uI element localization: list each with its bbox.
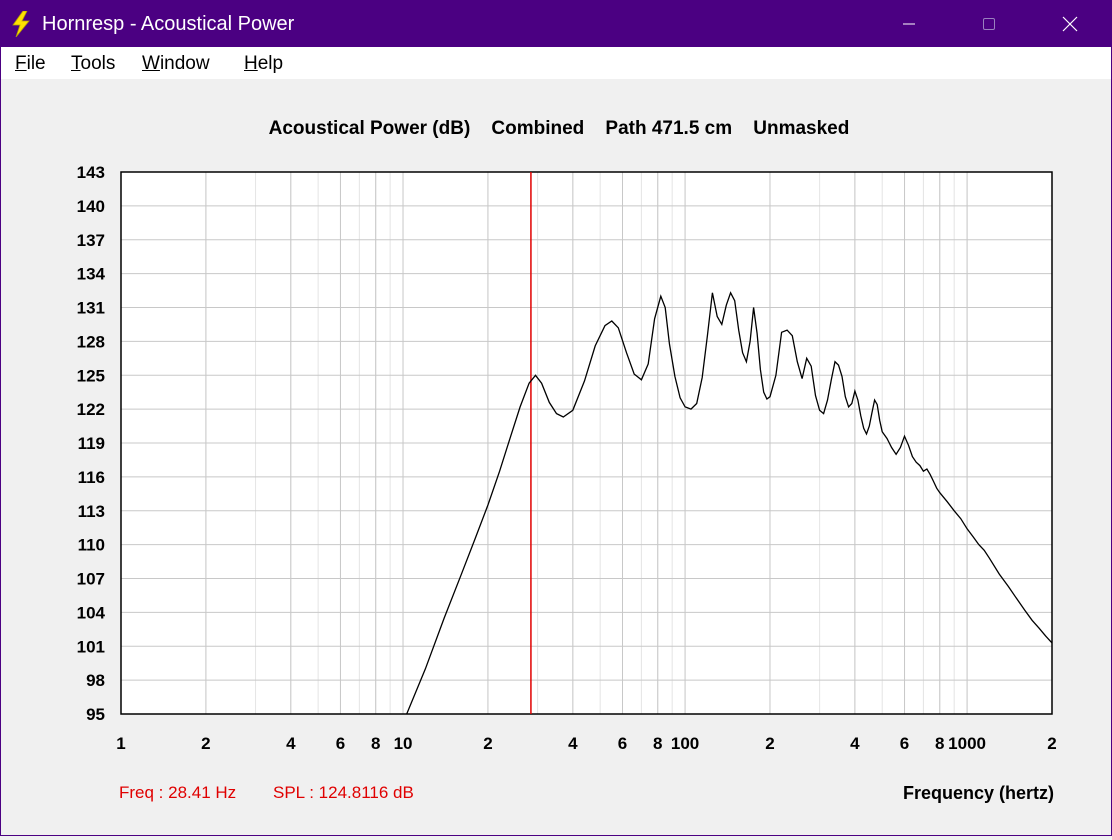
y-tick-label: 128	[77, 332, 105, 351]
maximize-button[interactable]	[966, 1, 1012, 47]
x-tick-label: 10	[394, 734, 413, 753]
menu-file[interactable]: File	[15, 53, 46, 75]
x-tick-label: 1	[116, 734, 125, 753]
y-tick-label: 143	[77, 163, 105, 182]
x-tick-label: 6	[618, 734, 627, 753]
x-tick-label: 4	[286, 734, 296, 753]
chart-area[interactable]: Acoustical Power (dB) Combined Path 471.…	[1, 79, 1111, 835]
close-button[interactable]	[1047, 1, 1093, 47]
menu-help[interactable]: Help	[244, 53, 283, 75]
menu-window[interactable]: Window	[142, 53, 210, 75]
menu-window-mnemonic: W	[142, 53, 160, 74]
x-tick-label: 1000	[948, 734, 986, 753]
menu-help-label: elp	[257, 53, 284, 74]
x-tick-label: 8	[935, 734, 944, 753]
x-tick-label: 8	[371, 734, 380, 753]
y-axis-labels: 95 98 101 104 107 110 113 116 119 122 125 128 131 134…	[77, 163, 106, 724]
y-tick-label: 101	[77, 637, 105, 656]
minimize-icon	[903, 23, 915, 25]
menu-window-label: indow	[159, 53, 210, 74]
y-tick-label: 95	[86, 705, 105, 724]
menu-file-label: ile	[26, 53, 46, 74]
x-tick-label: 2	[765, 734, 774, 753]
x-tick-label: 8	[653, 734, 662, 753]
y-tick-label: 119	[78, 434, 105, 453]
x-axis-labels: 1 2 4 6 8 10 2 4 6 8 100 2 4 6 8 1000 2	[116, 734, 1056, 753]
x-tick-label: 6	[336, 734, 345, 753]
y-tick-label: 131	[77, 299, 105, 318]
menu-tools-mnemonic: T	[71, 53, 81, 74]
x-axis-title: Frequency (hertz)	[903, 783, 1054, 803]
y-tick-label: 107	[77, 570, 105, 589]
x-tick-label: 100	[671, 734, 699, 753]
lightning-bolt-icon	[12, 11, 30, 37]
x-tick-label: 2	[483, 734, 492, 753]
y-tick-label: 104	[77, 603, 106, 622]
menu-tools[interactable]: Tools	[71, 53, 115, 75]
close-icon	[1062, 16, 1078, 32]
x-tick-label: 4	[568, 734, 578, 753]
y-tick-label: 137	[77, 231, 105, 250]
chart-title: Acoustical Power (dB) Combined Path 471.…	[269, 118, 850, 139]
x-tick-label: 6	[900, 734, 909, 753]
y-tick-label: 116	[78, 468, 105, 487]
x-tick-label: 4	[850, 734, 860, 753]
x-tick-label: 2	[1047, 734, 1056, 753]
menu-tools-label: ools	[80, 53, 116, 74]
major-gridlines	[121, 172, 1052, 714]
series-line	[406, 291, 1053, 715]
menu-file-mnemonic: F	[15, 53, 27, 74]
acoustical-power-chart[interactable]: Acoustical Power (dB) Combined Path 471.…	[1, 79, 1111, 835]
y-tick-label: 140	[77, 197, 105, 216]
freq-readout: Freq : 28.41 Hz	[119, 783, 236, 802]
plot-frame	[120, 171, 1053, 715]
spl-readout: SPL : 124.8116 dB	[273, 783, 414, 802]
menu-help-mnemonic: H	[244, 53, 258, 74]
title-bar[interactable]: Hornresp - Acoustical Power	[1, 1, 1111, 47]
minimize-button[interactable]	[886, 1, 932, 47]
y-tick-label: 125	[77, 366, 105, 385]
y-tick-label: 134	[77, 265, 106, 284]
maximize-icon	[983, 18, 995, 30]
window-title: Hornresp - Acoustical Power	[42, 13, 295, 35]
menu-bar: File Tools Window Help	[1, 47, 1111, 79]
x-tick-label: 2	[201, 734, 210, 753]
y-tick-label: 113	[78, 502, 105, 521]
y-tick-label: 110	[78, 536, 105, 555]
y-tick-label: 122	[77, 400, 105, 419]
y-tick-label: 98	[86, 671, 105, 690]
